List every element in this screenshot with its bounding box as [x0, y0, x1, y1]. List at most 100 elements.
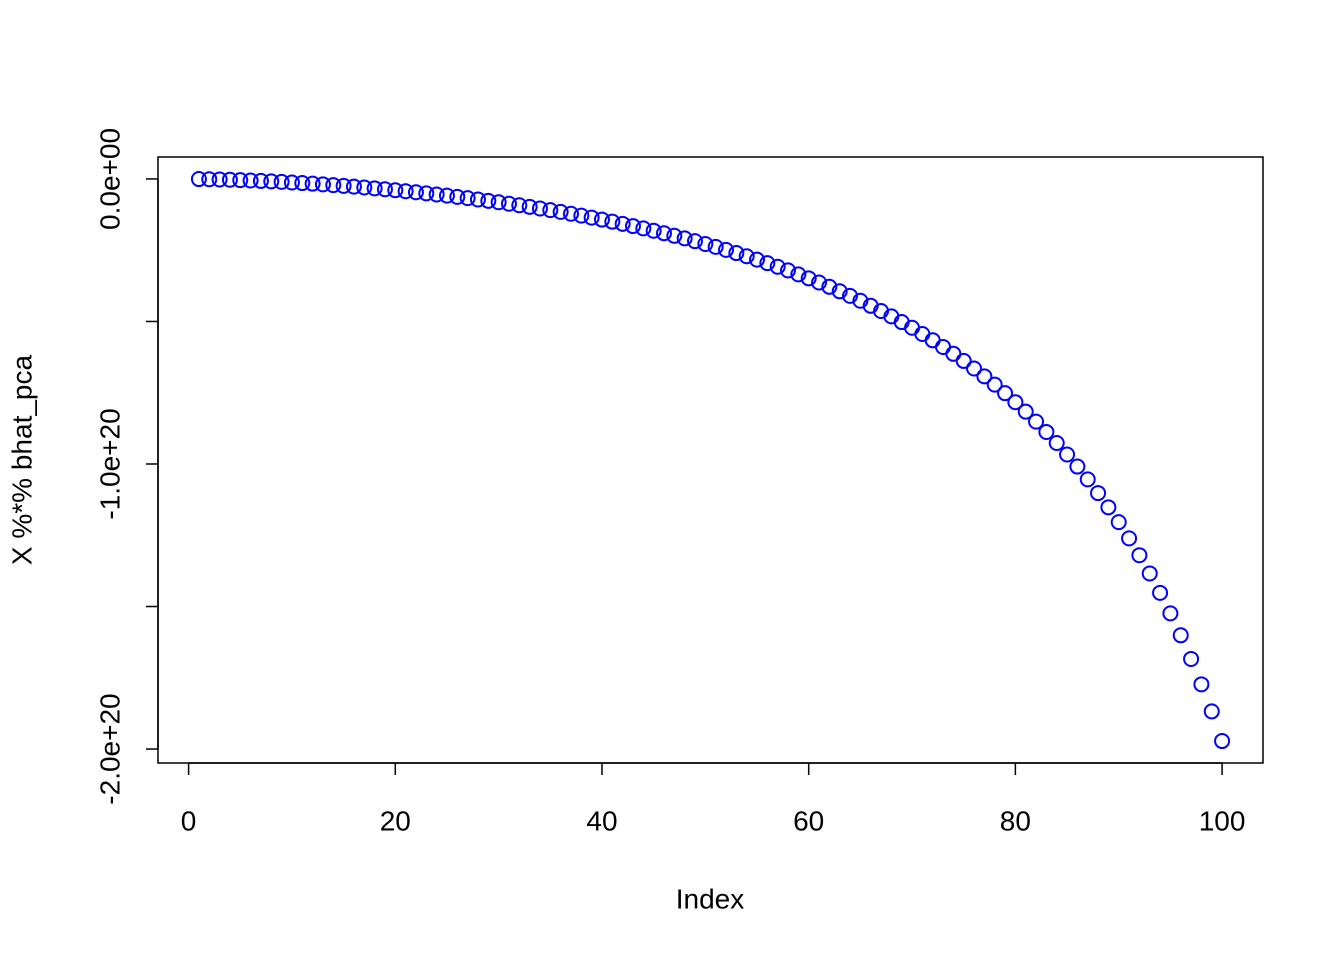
data-point: [387, 182, 404, 199]
data-point: [407, 184, 424, 201]
data-point: [542, 202, 559, 219]
data-point: [924, 332, 941, 349]
data-point: [614, 215, 631, 232]
data-point: [201, 171, 218, 188]
data-point: [769, 258, 786, 275]
data-point: [314, 176, 331, 193]
data-point: [366, 180, 383, 197]
data-point: [232, 172, 249, 189]
data-point: [976, 368, 993, 385]
data-point: [966, 360, 983, 377]
data-point: [1214, 733, 1231, 750]
data-point: [1141, 565, 1158, 582]
data-point: [800, 270, 817, 287]
data-point: [263, 173, 280, 190]
data-point: [635, 220, 652, 237]
data-point: [955, 352, 972, 369]
data-point: [842, 287, 859, 304]
data-point: [821, 278, 838, 295]
data-point: [697, 235, 714, 252]
data-point: [356, 179, 373, 196]
data-point: [521, 198, 538, 215]
data-point: [1183, 650, 1200, 667]
data-point: [790, 266, 807, 283]
data-point: [294, 175, 311, 192]
x-tick-label: 40: [586, 805, 617, 836]
data-point: [583, 209, 600, 226]
data-point: [1193, 676, 1210, 693]
data-point: [1100, 499, 1117, 516]
data-point: [242, 172, 259, 189]
data-point: [1069, 458, 1086, 475]
data-point: [759, 255, 776, 272]
data-point: [1152, 584, 1169, 601]
data-point: [500, 195, 517, 212]
data-point: [811, 274, 828, 291]
data-point: [252, 172, 269, 189]
data-point: [304, 175, 321, 192]
data-point: [686, 233, 703, 250]
x-tick-label: 80: [1000, 805, 1031, 836]
data-point: [335, 177, 352, 194]
data-point: [738, 248, 755, 265]
y-tick-label: 0.0e+00: [94, 128, 125, 230]
data-point: [914, 325, 931, 342]
data-point: [676, 230, 693, 247]
data-point: [1059, 446, 1076, 463]
data-point: [469, 191, 486, 208]
data-point: [1007, 394, 1024, 411]
data-point: [1110, 514, 1127, 531]
data-point: [1048, 434, 1065, 451]
data-point: [190, 171, 207, 188]
x-tick-label: 0: [181, 805, 197, 836]
data-point: [428, 186, 445, 203]
data-point: [573, 207, 590, 224]
data-point: [211, 171, 228, 188]
data-point: [666, 227, 683, 244]
y-axis-title: X %*% bhat_pca: [6, 355, 37, 566]
data-point: [449, 188, 466, 205]
data-point: [997, 385, 1014, 402]
data-point: [397, 183, 414, 200]
data-point: [490, 194, 507, 211]
x-axis-title: Index: [676, 883, 745, 914]
data-point: [562, 205, 579, 222]
data-point: [935, 338, 952, 355]
data-point: [986, 376, 1003, 393]
data-point: [1090, 485, 1107, 502]
data-point: [1162, 605, 1179, 622]
data-point: [531, 200, 548, 217]
data-point: [283, 174, 300, 191]
y-tick-label: -2.0e+20: [94, 693, 125, 804]
data-point: [707, 238, 724, 255]
data-point: [728, 245, 745, 262]
data-point: [624, 218, 641, 235]
data-point: [1079, 471, 1096, 488]
data-point: [1131, 547, 1148, 564]
x-tick-label: 20: [380, 805, 411, 836]
data-point: [552, 203, 569, 220]
x-tick-label: 60: [793, 805, 824, 836]
data-point: [221, 171, 238, 188]
data-point: [459, 190, 476, 207]
data-point: [1172, 627, 1189, 644]
data-point: [511, 197, 528, 214]
data-point: [273, 173, 290, 190]
data-point: [604, 213, 621, 230]
data-point: [718, 241, 735, 258]
data-point: [1121, 530, 1138, 547]
data-point: [831, 283, 848, 300]
x-tick-label: 100: [1199, 805, 1246, 836]
data-point: [1203, 703, 1220, 720]
data-point: [1028, 413, 1045, 430]
data-point: [780, 262, 797, 279]
data-point: [645, 222, 662, 239]
data-point: [418, 185, 435, 202]
data-point: [1038, 423, 1055, 440]
data-point: [325, 177, 342, 194]
data-point: [945, 345, 962, 362]
data-point: [376, 181, 393, 198]
data-point: [1017, 403, 1034, 420]
data-point: [345, 178, 362, 195]
